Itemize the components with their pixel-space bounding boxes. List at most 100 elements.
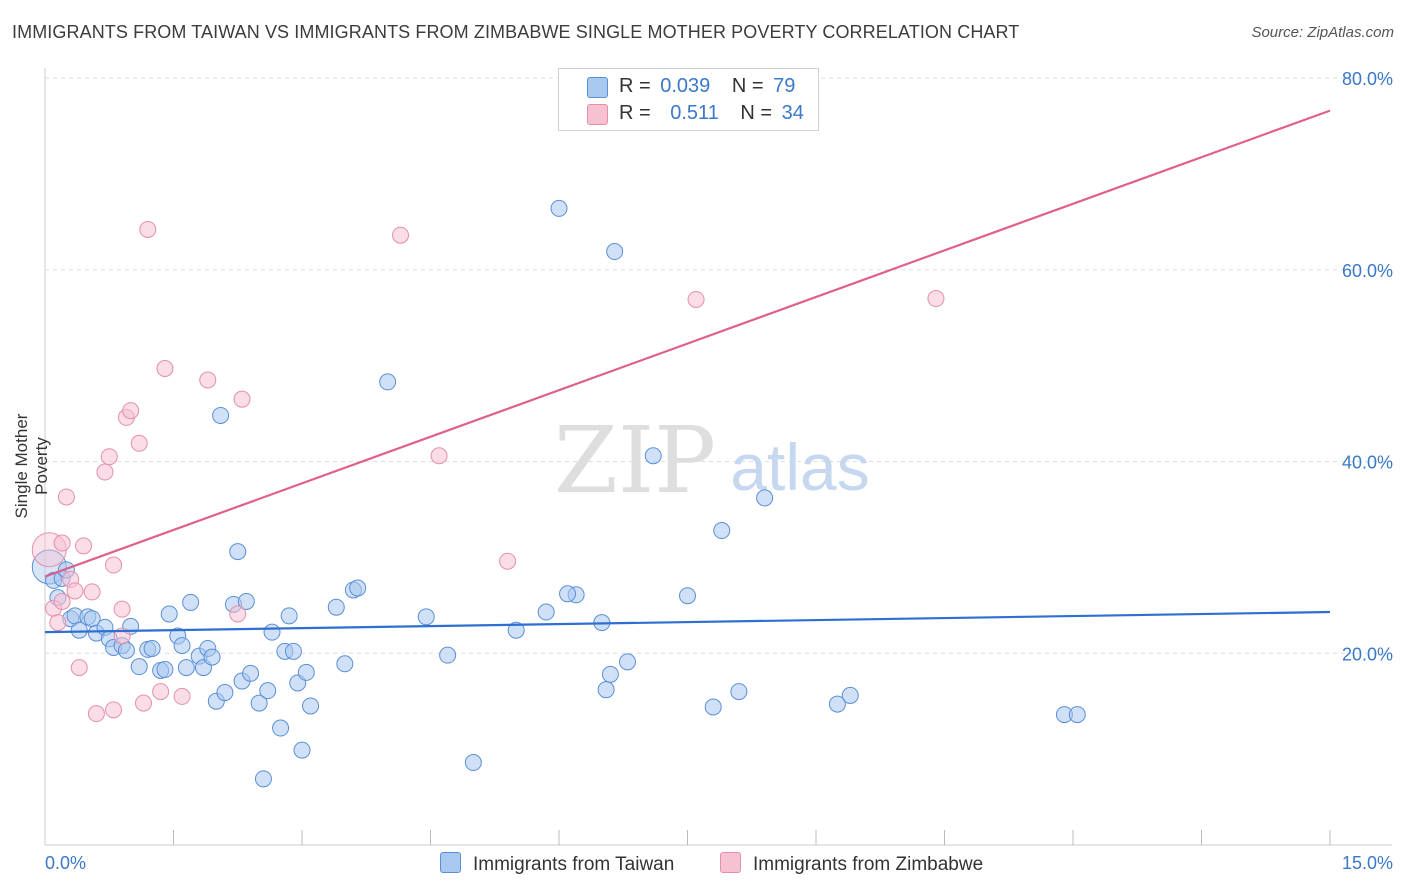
zimbabwe-point (105, 556, 123, 574)
zimbabwe-point (75, 537, 93, 555)
zimbabwe-point (233, 390, 251, 408)
taiwan-point (242, 664, 260, 682)
zimbabwe-point (53, 534, 71, 552)
zimbabwe-point (96, 463, 114, 481)
taiwan-point (1068, 706, 1086, 724)
taiwan-point (379, 373, 397, 391)
taiwan-point (559, 585, 577, 603)
legend-zimbabwe-r-label: R = (619, 102, 651, 124)
taiwan-point (203, 648, 221, 666)
zimbabwe-point (57, 488, 75, 506)
zimbabwe-point (53, 592, 71, 610)
y-tick-label: 20.0% (1342, 644, 1393, 664)
taiwan-point (272, 719, 290, 737)
zimbabwe-trend-line (44, 109, 1331, 578)
taiwan-point (756, 489, 774, 507)
zimbabwe-point (229, 605, 247, 623)
zimbabwe-point (122, 402, 140, 420)
zimbabwe-point (113, 600, 131, 618)
correlation-legend: R = 0.039 N = 79 R = 0.511 N = 34 (558, 68, 819, 131)
zimbabwe-point (130, 434, 148, 452)
taiwan-point (336, 655, 354, 673)
y-tick-label: 60.0% (1342, 261, 1393, 281)
bottom-legend-zimbabwe: Immigrants from Zimbabwe (720, 852, 983, 876)
zimbabwe-point (100, 448, 118, 466)
bottom-zimbabwe-swatch (720, 852, 741, 873)
gridlines (45, 77, 1392, 654)
legend-zimbabwe-n-value: 34 (781, 102, 804, 124)
y-axis-label: Single Mother Poverty (12, 413, 51, 519)
zimbabwe-point (49, 614, 67, 632)
taiwan-point (156, 661, 174, 679)
taiwan-point (606, 243, 624, 261)
taiwan-point (550, 199, 568, 217)
trend-lines (44, 109, 1331, 634)
taiwan-point (730, 683, 748, 701)
taiwan-point (280, 607, 298, 625)
zimbabwe-swatch (587, 104, 608, 125)
taiwan-point (229, 543, 247, 561)
taiwan-point (439, 646, 457, 664)
taiwan-trend-line (44, 610, 1331, 634)
bottom-taiwan-label: Immigrants from Taiwan (473, 854, 675, 875)
legend-taiwan-r-value: 0.039 (660, 75, 711, 97)
zimbabwe-point (199, 371, 217, 389)
taiwan-point (130, 658, 148, 676)
taiwan-point (704, 698, 722, 716)
taiwan-point (160, 605, 178, 623)
taiwan-point (713, 522, 731, 540)
taiwan-point (679, 587, 696, 605)
source-label: Source: ZipAtlas.com (1251, 24, 1394, 41)
taiwan-point (117, 641, 135, 659)
taiwan-point (143, 639, 161, 657)
axes (44, 68, 1392, 846)
zimbabwe-point (83, 583, 101, 601)
legend-taiwan-n-label: N = (731, 75, 764, 97)
zimbabwe-point (499, 552, 517, 570)
taiwan-point (601, 665, 619, 683)
taiwan-point (327, 598, 345, 616)
zimbabwe-point (87, 705, 105, 723)
legend-taiwan-r-label: R = (619, 75, 651, 97)
zimbabwe-point (927, 290, 945, 308)
taiwan-points (31, 199, 1086, 788)
taiwan-point (297, 663, 315, 681)
taiwan-swatch (587, 77, 608, 98)
zimbabwe-point (66, 582, 84, 600)
zimbabwe-point (156, 360, 174, 378)
taiwan-point (70, 621, 88, 639)
zimbabwe-point (173, 687, 191, 705)
taiwan-point (254, 770, 272, 788)
taiwan-point (597, 681, 615, 699)
taiwan-point (302, 697, 320, 715)
watermark-atlas: atlas (730, 430, 869, 504)
taiwan-point (293, 741, 311, 759)
x-tick-label: 0.0% (45, 853, 86, 873)
taiwan-point (212, 406, 230, 424)
bottom-legend-taiwan: Immigrants from Taiwan (440, 852, 674, 876)
taiwan-point (173, 637, 191, 655)
taiwan-point (841, 686, 859, 704)
taiwan-point (177, 659, 195, 677)
taiwan-point (259, 682, 277, 700)
taiwan-point (619, 653, 637, 671)
taiwan-point (417, 608, 435, 626)
taiwan-point (464, 754, 482, 772)
taiwan-point (644, 447, 662, 465)
legend-taiwan-n-value: 79 (773, 75, 796, 97)
taiwan-point (263, 623, 281, 641)
zimbabwe-point (152, 683, 170, 701)
zimbabwe-points (31, 220, 945, 723)
zimbabwe-point (430, 447, 448, 465)
zimbabwe-point (687, 290, 705, 308)
zimbabwe-point (135, 694, 153, 712)
y-tick-label: 80.0% (1342, 69, 1393, 89)
watermark-zip: ZIP (554, 407, 716, 514)
legend-zimbabwe-n-label: N = (740, 102, 773, 124)
taiwan-point (507, 621, 525, 639)
legend-zimbabwe-r-value: 0.511 (670, 102, 719, 124)
taiwan-point (250, 694, 268, 712)
zimbabwe-point (139, 220, 157, 238)
taiwan-point (828, 695, 846, 713)
